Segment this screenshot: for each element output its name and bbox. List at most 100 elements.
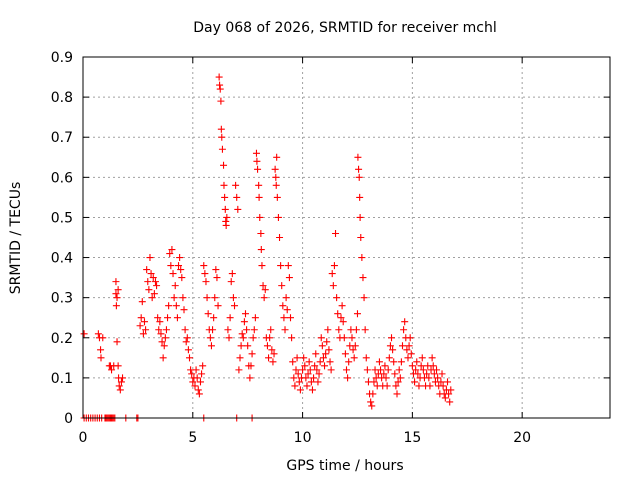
- data-point: [325, 346, 333, 354]
- data-point: [181, 326, 189, 334]
- data-point: [246, 374, 254, 382]
- data-point: [337, 314, 345, 322]
- data-point: [439, 382, 447, 390]
- data-point: [200, 262, 208, 270]
- data-point: [159, 354, 167, 362]
- data-point: [430, 370, 438, 378]
- data-point: [218, 133, 226, 141]
- data-point: [349, 346, 357, 354]
- data-point: [356, 193, 364, 201]
- data-point: [256, 213, 264, 221]
- data-point: [239, 334, 247, 342]
- data-point: [308, 386, 316, 394]
- data-point: [315, 370, 323, 378]
- data-point: [261, 286, 269, 294]
- data-point: [375, 358, 383, 366]
- data-point: [272, 173, 280, 181]
- data-point: [276, 234, 284, 241]
- data-point: [343, 366, 350, 374]
- data-point: [367, 398, 375, 406]
- plot-frame: [82, 56, 611, 419]
- data-point: [358, 254, 366, 262]
- data-point: [438, 370, 446, 378]
- data-point: [147, 270, 155, 278]
- data-point: [271, 165, 279, 173]
- data-point: [394, 378, 402, 386]
- data-point: [312, 350, 320, 358]
- data-point: [299, 366, 307, 374]
- data-point: [266, 334, 274, 342]
- data-point: [273, 193, 281, 201]
- data-point: [340, 334, 348, 342]
- data-point: [172, 302, 180, 310]
- data-point: [116, 386, 124, 394]
- data-point: [137, 314, 145, 322]
- data-point: [350, 354, 358, 362]
- data-point: [206, 334, 214, 342]
- x-axis-label: GPS time / hours: [286, 458, 403, 474]
- data-point: [360, 294, 368, 302]
- data-point: [218, 145, 226, 153]
- x-tick-label: 10: [294, 430, 312, 446]
- data-point: [283, 306, 291, 314]
- data-point: [153, 282, 161, 290]
- data-point: [168, 246, 176, 254]
- data-point: [238, 330, 246, 338]
- data-point: [227, 278, 235, 286]
- data-point: [149, 274, 157, 282]
- data-point: [362, 354, 370, 362]
- data-point: [254, 165, 262, 173]
- data-point: [415, 382, 423, 390]
- data-point: [204, 310, 212, 318]
- data-point: [279, 302, 287, 310]
- data-point: [316, 358, 324, 366]
- data-point: [368, 402, 376, 410]
- data-point: [322, 350, 330, 358]
- data-point: [377, 366, 385, 374]
- data-point: [194, 386, 202, 394]
- data-point: [225, 334, 233, 342]
- x-tick-label: 5: [188, 430, 197, 446]
- data-point: [292, 366, 300, 374]
- data-point: [407, 350, 415, 358]
- data-point: [318, 342, 326, 350]
- data-point: [113, 338, 121, 346]
- data-point: [222, 221, 230, 229]
- data-point: [383, 382, 391, 390]
- data-point: [272, 181, 280, 189]
- data-point: [171, 282, 179, 290]
- data-point: [119, 374, 127, 382]
- data-point: [291, 382, 299, 390]
- y-axis-label: SRMTID / TECUs: [8, 182, 24, 295]
- data-point: [161, 334, 169, 342]
- y-tick-label: 0.3: [51, 291, 73, 307]
- data-point: [392, 382, 400, 390]
- data-point: [213, 274, 221, 282]
- data-point: [434, 374, 442, 382]
- data-point: [317, 334, 325, 342]
- data-point: [441, 394, 449, 402]
- data-point: [150, 290, 158, 298]
- ticks-layer: 0 0.1 0.2 0.3 0.4 0.5 0.6 0.7 0.8 0.9 0 5 10 15 20: [51, 50, 610, 446]
- data-point: [270, 350, 278, 358]
- data-point: [177, 266, 185, 274]
- data-point: [221, 193, 229, 201]
- data-point: [359, 274, 367, 282]
- data-point: [211, 294, 219, 302]
- data-point: [257, 229, 265, 237]
- data-point: [166, 250, 174, 258]
- data-point: [354, 153, 362, 161]
- data-point: [433, 366, 441, 374]
- data-point: [167, 262, 175, 270]
- data-point: [248, 350, 256, 358]
- data-point: [216, 85, 224, 93]
- data-point: [446, 398, 454, 406]
- data-point: [390, 358, 398, 366]
- data-point: [155, 326, 163, 334]
- y-tick-label: 0: [64, 411, 73, 427]
- data-point: [201, 270, 209, 278]
- data-point: [252, 149, 260, 157]
- data-point: [352, 326, 360, 334]
- data-point: [255, 193, 263, 201]
